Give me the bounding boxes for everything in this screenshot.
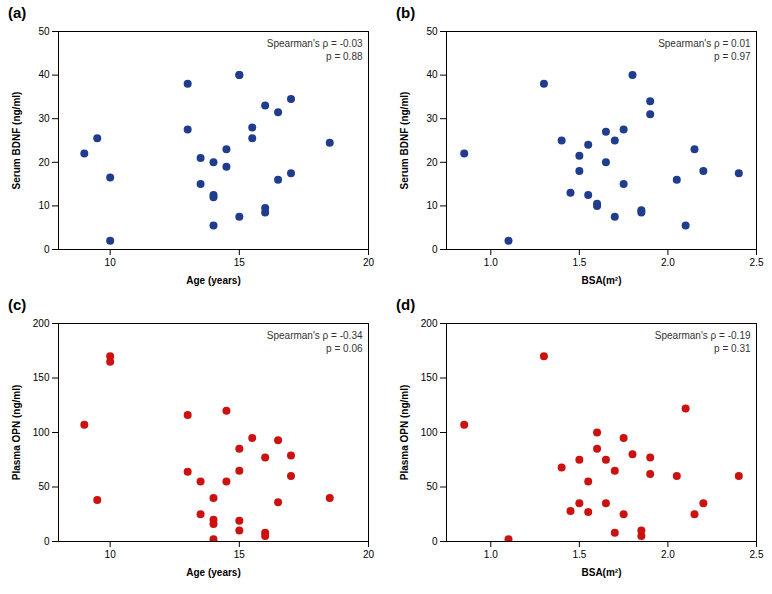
svg-text:10: 10 xyxy=(38,200,50,211)
svg-text:Spearman's ρ = -0.19p = 0.31: Spearman's ρ = -0.19p = 0.31 xyxy=(655,330,751,354)
svg-text:Age (years): Age (years) xyxy=(186,275,240,286)
html-text:(d): (d) xyxy=(396,296,416,313)
svg-text:15: 15 xyxy=(234,257,246,268)
svg-text:50: 50 xyxy=(38,26,50,37)
svg-text:1.5: 1.5 xyxy=(572,549,586,560)
svg-text:Spearman's ρ = -0.03p = 0.88: Spearman's ρ = -0.03p = 0.88 xyxy=(267,38,363,62)
svg-text:20: 20 xyxy=(363,257,375,268)
svg-text:50: 50 xyxy=(426,26,438,37)
svg-text:Serum BDNF (ng/ml): Serum BDNF (ng/ml) xyxy=(399,92,410,190)
svg-text:Plasma OPN (ng/ml): Plasma OPN (ng/ml) xyxy=(399,385,410,481)
svg-text:2.0: 2.0 xyxy=(661,549,675,560)
svg-text:1.5: 1.5 xyxy=(572,257,586,268)
svg-text:BSA(m²): BSA(m²) xyxy=(582,567,622,578)
svg-text:40: 40 xyxy=(38,69,50,80)
svg-text:10: 10 xyxy=(105,257,117,268)
svg-text:15: 15 xyxy=(234,549,246,560)
svg-text:30: 30 xyxy=(38,113,50,124)
svg-text:2.5: 2.5 xyxy=(750,549,764,560)
html-text:(b): (b) xyxy=(396,4,416,21)
svg-text:0: 0 xyxy=(44,536,50,547)
svg-text:100: 100 xyxy=(421,427,438,438)
svg-text:50: 50 xyxy=(38,481,50,492)
svg-text:20: 20 xyxy=(363,549,375,560)
svg-text:1.0: 1.0 xyxy=(484,257,498,268)
svg-text:10: 10 xyxy=(426,200,438,211)
html-text:(c): (c) xyxy=(8,296,27,313)
svg-text:0: 0 xyxy=(44,244,50,255)
html-text:(a): (a) xyxy=(8,4,27,21)
svg-text:200: 200 xyxy=(33,318,50,329)
svg-text:1.0: 1.0 xyxy=(484,549,498,560)
svg-text:20: 20 xyxy=(38,157,50,168)
svg-text:100: 100 xyxy=(33,427,50,438)
svg-text:2.5: 2.5 xyxy=(750,257,764,268)
svg-text:20: 20 xyxy=(426,157,438,168)
svg-text:Spearman's ρ = -0.34p = 0.06: Spearman's ρ = -0.34p = 0.06 xyxy=(267,330,363,354)
svg-text:150: 150 xyxy=(421,372,438,383)
svg-text:0: 0 xyxy=(432,536,438,547)
svg-text:Spearman's ρ = 0.01p = 0.97: Spearman's ρ = 0.01p = 0.97 xyxy=(658,38,751,62)
svg-text:0: 0 xyxy=(432,244,438,255)
svg-text:2.0: 2.0 xyxy=(661,257,675,268)
svg-text:50: 50 xyxy=(426,481,438,492)
svg-text:150: 150 xyxy=(33,372,50,383)
svg-text:BSA(m²): BSA(m²) xyxy=(582,275,622,286)
svg-text:Age (years): Age (years) xyxy=(186,567,240,578)
svg-text:10: 10 xyxy=(105,549,117,560)
svg-text:Serum BDNF (ng/ml): Serum BDNF (ng/ml) xyxy=(11,92,22,190)
svg-text:40: 40 xyxy=(426,69,438,80)
svg-text:Plasma OPN (ng/ml): Plasma OPN (ng/ml) xyxy=(11,385,22,481)
svg-text:30: 30 xyxy=(426,113,438,124)
svg-text:200: 200 xyxy=(421,318,438,329)
